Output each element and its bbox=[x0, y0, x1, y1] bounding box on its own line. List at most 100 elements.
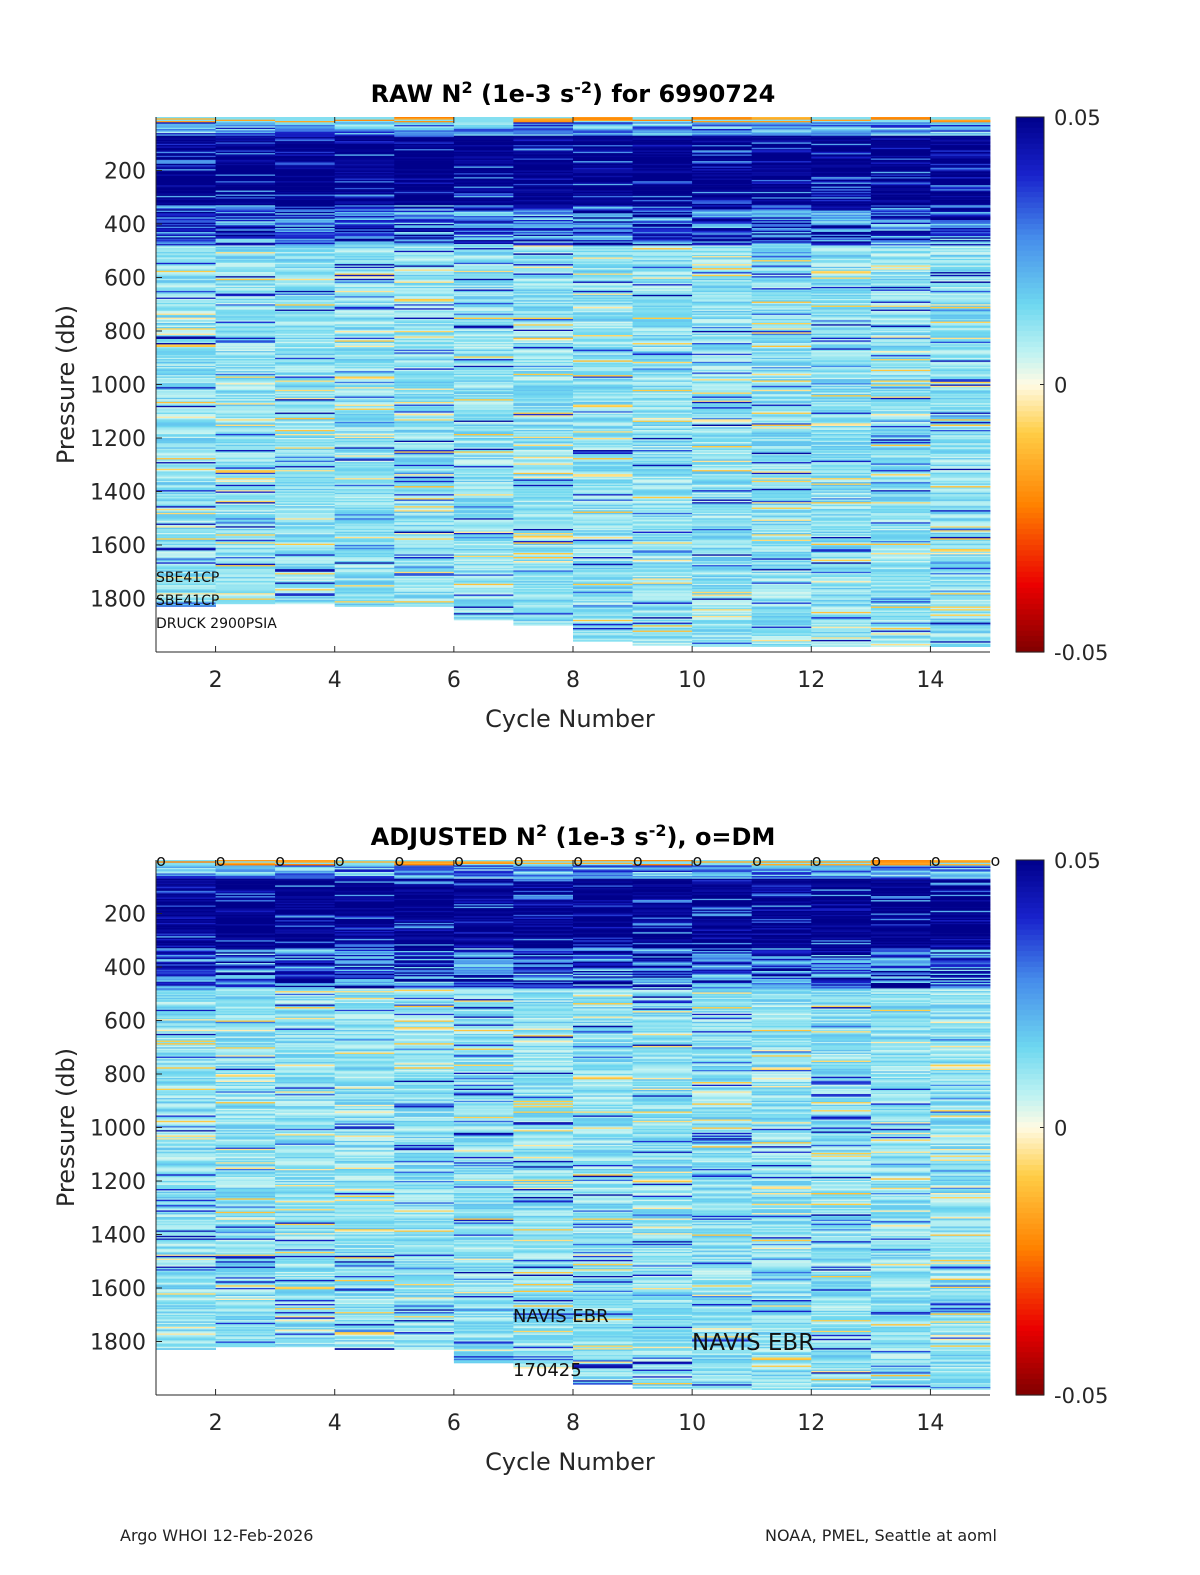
n2-cell bbox=[870, 412, 931, 415]
n2-cell bbox=[692, 138, 753, 141]
n2-cell bbox=[334, 373, 395, 376]
n2-cell bbox=[156, 401, 216, 404]
n2-cell bbox=[334, 130, 395, 133]
n2-cell bbox=[692, 193, 753, 195]
n2-cell bbox=[334, 520, 395, 523]
n2-cell bbox=[632, 464, 693, 467]
n2-cell bbox=[751, 573, 812, 575]
n2-cell bbox=[632, 359, 693, 361]
n2-cell bbox=[334, 232, 395, 234]
n2-cell bbox=[334, 328, 395, 330]
n2-cell bbox=[811, 134, 872, 137]
n2-cell bbox=[453, 197, 514, 199]
n2-cell bbox=[870, 190, 931, 193]
n2-cell bbox=[275, 529, 336, 531]
n2-cell bbox=[394, 351, 455, 353]
n2-cell bbox=[692, 157, 753, 159]
n2-cell bbox=[632, 563, 693, 566]
n2-cell bbox=[751, 351, 812, 353]
n2-cell bbox=[870, 161, 931, 163]
n2-cell bbox=[751, 356, 812, 359]
n2-cell bbox=[453, 583, 514, 586]
n2-cell bbox=[870, 203, 931, 206]
n2-cell bbox=[811, 296, 872, 298]
n2-cell bbox=[811, 415, 872, 417]
n2-cell bbox=[215, 269, 276, 272]
n2-cell bbox=[692, 178, 753, 181]
n2-cell bbox=[394, 198, 455, 201]
n2-cell bbox=[156, 244, 216, 246]
n2-cell bbox=[811, 314, 872, 317]
n2-cell bbox=[453, 569, 514, 571]
n2-cell bbox=[573, 302, 633, 305]
n2-cell bbox=[811, 349, 872, 352]
n2-cell bbox=[751, 201, 812, 203]
n2-cell bbox=[394, 387, 455, 389]
n2-cell bbox=[692, 635, 753, 638]
n2-cell bbox=[811, 381, 872, 384]
n2-cell bbox=[215, 159, 276, 162]
n2-cell bbox=[275, 284, 336, 286]
n2-cell bbox=[811, 125, 872, 127]
n2-cell bbox=[573, 475, 633, 478]
n2-cell bbox=[632, 472, 693, 475]
n2-cell bbox=[751, 601, 812, 603]
n2-cell bbox=[811, 232, 872, 234]
n2-cell bbox=[751, 331, 812, 333]
n2-cell bbox=[513, 351, 574, 353]
n2-cell bbox=[573, 159, 633, 162]
n2-cell bbox=[513, 571, 574, 574]
n2-cell bbox=[334, 559, 395, 562]
n2-cell bbox=[930, 149, 991, 151]
n2-cell bbox=[453, 365, 514, 368]
n2-cell bbox=[394, 478, 455, 480]
n2-cell bbox=[811, 401, 872, 404]
n2-cell bbox=[632, 383, 693, 385]
n2-cell bbox=[870, 623, 931, 626]
n2-cell bbox=[453, 347, 514, 349]
n2-cell bbox=[811, 150, 872, 153]
n2-cell bbox=[751, 635, 812, 638]
n2-cell bbox=[513, 339, 574, 341]
n2-cell bbox=[275, 585, 336, 587]
n2-cell bbox=[811, 190, 872, 193]
n2-cell bbox=[811, 565, 872, 567]
n2-cell bbox=[215, 527, 276, 530]
n2-cell bbox=[573, 233, 633, 236]
n2-cell bbox=[334, 181, 395, 183]
n2-cell bbox=[334, 546, 395, 548]
n2-cell bbox=[453, 432, 514, 435]
n2-cell bbox=[394, 317, 455, 320]
n2-cell bbox=[870, 245, 931, 248]
n2-cell bbox=[573, 121, 633, 123]
n2-cell bbox=[275, 483, 336, 486]
n2-cell bbox=[573, 399, 633, 401]
n2-cell bbox=[215, 305, 276, 308]
n2-cell bbox=[930, 126, 991, 129]
n2-cell bbox=[811, 570, 872, 573]
n2-cell bbox=[394, 385, 455, 388]
n2-cell bbox=[632, 179, 693, 182]
n2-cell bbox=[334, 269, 395, 272]
n2-cell bbox=[513, 145, 574, 147]
n2-cell bbox=[453, 393, 514, 396]
n2-cell bbox=[334, 305, 395, 308]
n2-cell bbox=[751, 276, 812, 278]
n2-cell bbox=[811, 205, 872, 207]
n2-cell bbox=[215, 357, 276, 360]
n2-cell bbox=[573, 284, 633, 286]
n2-cell bbox=[275, 535, 336, 538]
n2-cell bbox=[573, 147, 633, 150]
n2-cell bbox=[692, 533, 753, 535]
n2-cell bbox=[453, 310, 514, 313]
n2-cell bbox=[751, 518, 812, 520]
n2-cell bbox=[513, 141, 574, 143]
n2-cell bbox=[394, 233, 455, 236]
n2-cell bbox=[870, 645, 931, 647]
n2-cell bbox=[573, 313, 633, 316]
n2-cell bbox=[453, 539, 514, 542]
n2-cell bbox=[870, 615, 931, 618]
n2-cell bbox=[632, 523, 693, 526]
n2-cell bbox=[215, 339, 276, 341]
n2-cell bbox=[692, 566, 753, 569]
